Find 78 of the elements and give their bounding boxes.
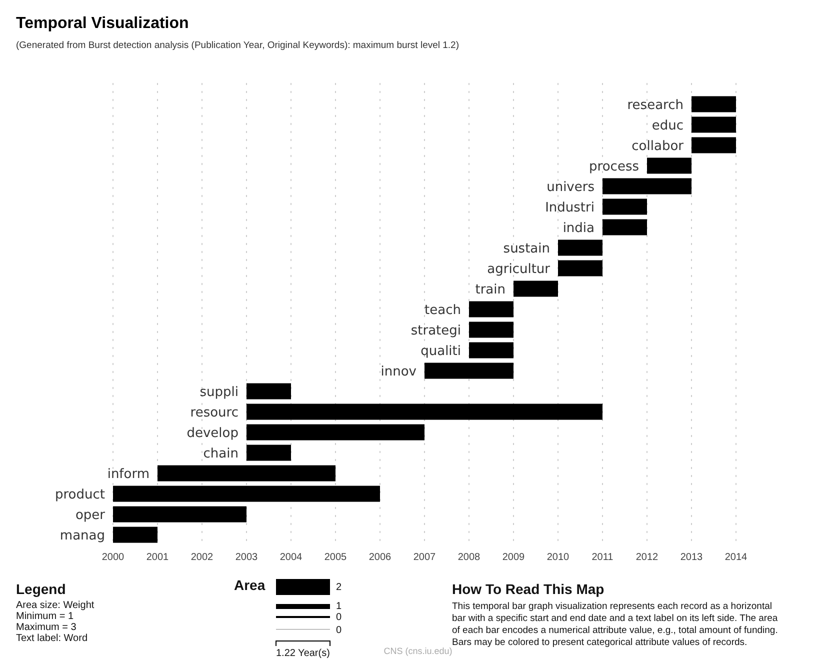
bar	[692, 96, 736, 112]
bar	[692, 137, 736, 154]
bar	[558, 260, 602, 276]
bar	[113, 526, 158, 543]
text: Legend	[16, 581, 66, 597]
text: How To Read This Map	[452, 581, 604, 597]
text: 0	[336, 625, 342, 636]
bar	[602, 219, 647, 236]
bar	[246, 424, 424, 440]
y-tick-label: inform	[107, 466, 150, 482]
bar	[246, 444, 291, 461]
text: Minimum = 1	[16, 611, 74, 622]
y-tick-label: develop	[186, 426, 238, 441]
text: 2	[336, 582, 342, 593]
bar	[113, 506, 246, 522]
chart-title: Temporal Visualization	[16, 15, 189, 32]
text: Text label: Word	[16, 633, 88, 644]
bar	[602, 198, 647, 215]
text: bar with a specific start and end date and a text label on its left side. The area	[452, 613, 778, 624]
x-tick-label: 2011	[592, 552, 614, 563]
y-tick-label: qualiti	[420, 344, 461, 359]
x-tick-label: 2007	[413, 552, 436, 563]
y-tick-label: educ	[652, 118, 684, 134]
y-tick-label: innov	[380, 364, 417, 380]
bar	[158, 465, 336, 482]
bar	[692, 116, 736, 133]
y-tick-label: research	[627, 98, 684, 113]
y-tick-label: manag	[60, 528, 105, 544]
y-tick-label: univers	[546, 180, 595, 195]
bar	[113, 486, 380, 502]
text: Area size: Weight	[16, 600, 94, 611]
x-tick-label: 2002	[190, 552, 214, 563]
text: Area	[234, 577, 266, 593]
x-tick-label: 2014	[724, 552, 748, 563]
y-tick-label: collabor	[632, 138, 684, 154]
y-tick-label: train	[475, 282, 506, 298]
text: 1.22 Year(s)	[276, 648, 330, 659]
text: 0	[336, 612, 342, 623]
y-tick-label: agricultur	[487, 262, 551, 277]
x-tick-label: 2013	[680, 552, 704, 563]
x-tick-label: 2004	[280, 552, 303, 563]
bar	[602, 178, 692, 194]
y-tick-label: oper	[75, 508, 106, 523]
bar	[514, 280, 558, 297]
x-tick-label: 2012	[636, 552, 659, 563]
y-tick-label: resourc	[190, 405, 238, 420]
text: 1	[336, 601, 342, 612]
y-tick-label: process	[589, 159, 640, 174]
text: CNS (cns.iu.edu)	[384, 646, 452, 656]
bar	[469, 301, 514, 318]
x-tick-label: 2000	[102, 552, 125, 563]
bar	[469, 342, 514, 358]
y-tick-label: suppli	[200, 384, 238, 400]
x-tick-label: 2003	[235, 552, 258, 563]
y-tick-label: strategi	[410, 323, 461, 338]
y-tick-label: product	[54, 487, 105, 502]
bar	[647, 158, 692, 174]
text: of each bar encodes a numerical attribute value, e.g., total amount of funding.	[452, 625, 778, 636]
x-tick-label: 2010	[546, 552, 570, 563]
text: Bars may be colored to present categorical attribute values of records.	[452, 637, 748, 648]
x-tick-label: 2001	[146, 552, 170, 563]
x-tick-label: 2008	[458, 552, 481, 563]
x-tick-label: 2009	[502, 552, 526, 563]
text: This temporal bar graph visualization represents each record as a horizontal	[452, 601, 772, 612]
x-tick-label: 2005	[324, 552, 348, 563]
y-tick-label: sustain	[503, 241, 550, 256]
bar	[469, 322, 514, 338]
y-tick-label: Industri	[545, 200, 594, 216]
text: Maximum = 3	[16, 622, 77, 633]
bar	[558, 240, 602, 256]
bar	[246, 383, 291, 400]
x-tick-label: 2006	[368, 552, 392, 563]
chart-subtitle: (Generated from Burst detection analysis (Publication Year, Original Keywords): maximum burst level 1.2)	[16, 40, 460, 51]
bar	[424, 362, 514, 379]
bar	[246, 404, 602, 420]
y-tick-label: teach	[424, 302, 461, 318]
y-tick-label: chain	[203, 446, 238, 462]
y-tick-label: india	[562, 220, 594, 236]
